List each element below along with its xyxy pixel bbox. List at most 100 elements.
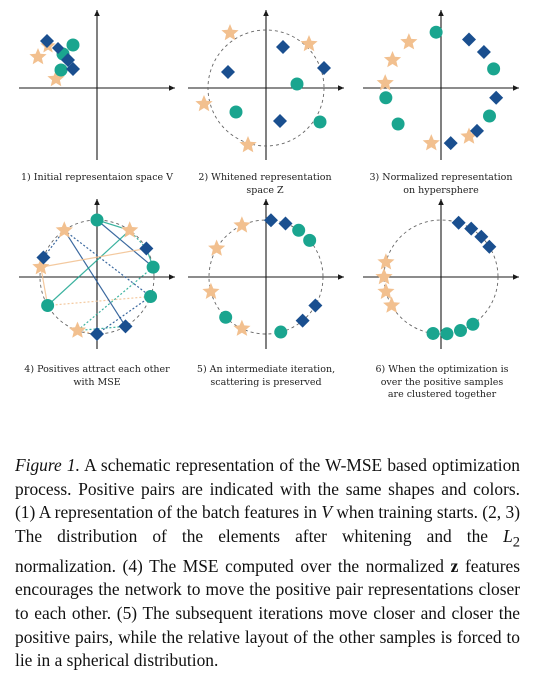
star-icon xyxy=(383,51,402,68)
circle-icon xyxy=(466,317,480,331)
diamond-icon xyxy=(317,61,331,75)
star-icon xyxy=(233,319,251,336)
caption-bold-z: z xyxy=(450,555,459,576)
panel-3-x-axis-arrowhead xyxy=(513,85,519,91)
star-icon xyxy=(55,221,73,238)
diamond-icon xyxy=(40,34,54,48)
diamond-icon xyxy=(118,319,133,334)
circle-icon xyxy=(274,325,288,339)
circle-icon xyxy=(219,310,233,324)
figure-label: Figure 1. xyxy=(15,455,80,475)
diamond-icon xyxy=(462,32,476,47)
circle-icon xyxy=(146,260,160,274)
attraction-arrow xyxy=(96,219,154,268)
diamond-icon xyxy=(273,114,287,128)
panel-6-hypersphere xyxy=(383,219,499,335)
diamond-icon xyxy=(66,62,80,76)
star-icon xyxy=(376,74,394,91)
diamond-icon xyxy=(474,229,489,244)
caption-text-3: normalization. (4) The MSE computed over… xyxy=(15,555,451,576)
attraction-arrow xyxy=(47,295,151,307)
panel-5-hypersphere xyxy=(208,219,324,335)
star-icon xyxy=(195,95,213,112)
star-icon xyxy=(383,296,401,313)
caption-text-4: features encourages the network to move … xyxy=(15,555,520,671)
diamond-icon xyxy=(482,239,497,254)
diamond-icon xyxy=(139,241,154,256)
diamond-icon xyxy=(295,313,310,328)
diamond-icon xyxy=(52,42,64,54)
star-icon xyxy=(422,134,440,151)
star-icon xyxy=(400,33,418,50)
star-icon xyxy=(377,253,395,270)
attraction-arrow xyxy=(63,229,127,327)
circle-icon xyxy=(453,324,467,338)
panel-3-y-axis-arrowhead xyxy=(438,10,444,16)
attraction-arrow xyxy=(77,266,154,332)
attraction-arrow xyxy=(96,296,151,335)
panel-1-y-axis-arrowhead xyxy=(94,10,100,16)
panel-3-caption: 3) Normalized representation on hypersph… xyxy=(369,172,513,196)
diamond-icon xyxy=(476,45,491,60)
caption-text-1: A schematic representation of the W-MSE … xyxy=(15,455,521,523)
circle-icon xyxy=(292,223,306,237)
star-icon xyxy=(221,24,239,41)
caption-l2-sub: 2 xyxy=(512,534,520,551)
circle-icon xyxy=(66,38,80,52)
circle-icon xyxy=(482,109,496,123)
diamond-icon xyxy=(308,298,323,313)
panel-4-caption: 4) Positives attract each other with MSE xyxy=(24,364,170,388)
circle-icon xyxy=(54,63,68,77)
circle-icon xyxy=(487,62,501,76)
star-icon xyxy=(47,70,65,87)
attraction-arrow xyxy=(77,325,126,332)
attraction-arrow xyxy=(40,247,147,268)
attraction-arrow xyxy=(63,229,151,297)
panel-6-caption: 6) When the optimization is over the pos… xyxy=(375,364,509,400)
diamond-icon xyxy=(278,216,293,231)
panel-1-caption: 1) Initial representaion space V xyxy=(20,172,174,183)
circle-icon xyxy=(429,25,443,39)
caption-var-v: V xyxy=(321,502,332,523)
circle-icon xyxy=(379,91,393,105)
circle-icon xyxy=(229,105,243,119)
diamond-icon xyxy=(464,221,479,236)
diamond-icon xyxy=(489,90,504,105)
star-icon xyxy=(29,48,47,65)
panel-4-hypersphere xyxy=(39,219,155,335)
circle-icon xyxy=(90,213,104,227)
star-icon xyxy=(375,268,393,285)
diamond-icon xyxy=(90,327,104,341)
diamond-icon xyxy=(221,65,235,79)
circle-icon xyxy=(391,117,405,131)
diamond-icon xyxy=(36,250,51,265)
circle-icon xyxy=(41,299,55,312)
diamond-icon xyxy=(451,215,466,230)
diamond-icon xyxy=(443,136,458,151)
star-icon xyxy=(239,136,257,153)
panel-1-x-axis-arrowhead xyxy=(169,85,175,91)
diamond-icon xyxy=(263,213,278,228)
circle-icon xyxy=(290,77,304,91)
circle-icon xyxy=(303,233,317,247)
circle-icon xyxy=(440,327,454,341)
figure-caption: Figure 1. A schematic representation of … xyxy=(15,454,520,673)
diamond-icon xyxy=(469,123,484,138)
panel-4-y-axis-arrowhead xyxy=(94,199,100,205)
panel-6-y-axis-arrowhead xyxy=(438,199,444,205)
star-icon xyxy=(121,221,139,238)
attraction-arrow xyxy=(47,229,131,306)
panel-5-x-axis-arrowhead xyxy=(338,274,344,280)
panel-2-caption: 2) Whitened representation space Z xyxy=(198,172,332,196)
star-icon xyxy=(233,216,251,233)
circle-icon xyxy=(426,326,440,340)
w-mse-schematic-figure xyxy=(19,10,519,349)
panel-2-hypersphere xyxy=(207,29,325,147)
star-icon xyxy=(208,239,226,256)
star-icon xyxy=(377,282,395,299)
caption-text-2: when training starts. (2, 3) The distrib… xyxy=(15,502,521,546)
panel-5-y-axis-arrowhead xyxy=(263,199,269,205)
circle-icon xyxy=(313,115,327,129)
star-icon xyxy=(32,258,50,275)
star-icon xyxy=(202,282,220,299)
